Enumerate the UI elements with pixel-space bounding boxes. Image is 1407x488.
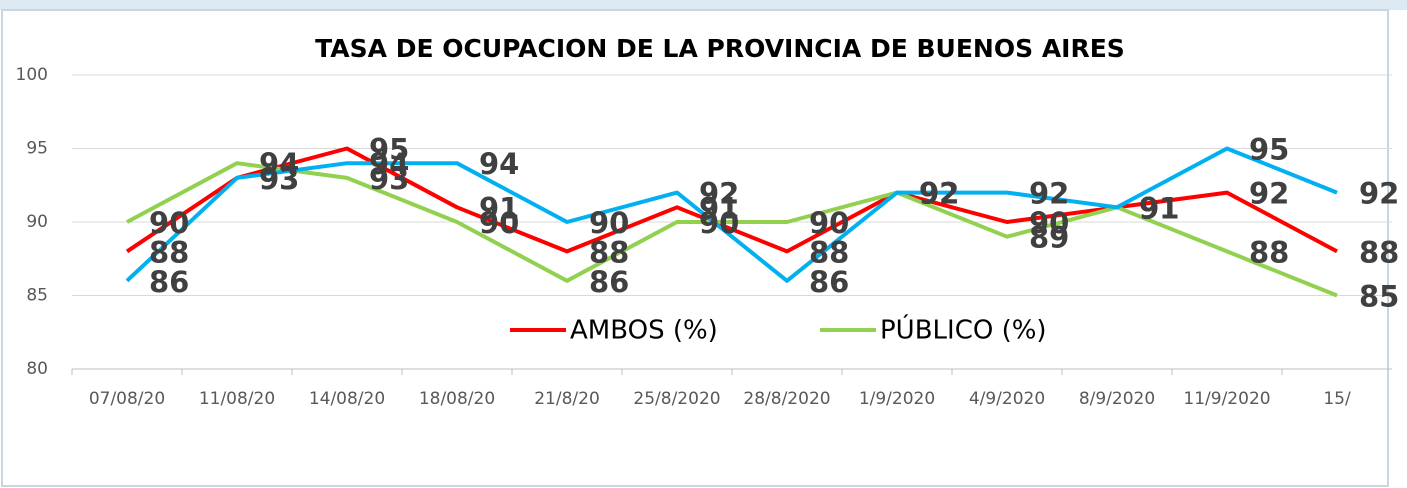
data-label: 90 <box>589 206 629 240</box>
data-label: 88 <box>1359 235 1399 269</box>
y-tick-label: 90 <box>26 212 48 232</box>
data-label: 90 <box>479 206 519 240</box>
data-label: 95 <box>369 133 409 167</box>
data-label: 92 <box>919 177 959 211</box>
x-tick-label: 18/08/20 <box>419 389 495 409</box>
x-tick-label: 8/9/2020 <box>1079 389 1155 409</box>
y-tick-label: 100 <box>16 65 48 85</box>
legend-label: PÚBLICO (%) <box>880 314 1047 346</box>
data-label: 86 <box>149 265 189 299</box>
x-tick-label: 14/08/20 <box>309 389 385 409</box>
data-label: 91 <box>699 191 739 225</box>
data-label: 90 <box>1029 206 1069 240</box>
x-tick-label: 07/08/20 <box>89 389 165 409</box>
x-tick-label: 11/08/20 <box>199 389 275 409</box>
data-label: 91 <box>1139 191 1179 225</box>
x-tick-label: 4/9/2020 <box>969 389 1045 409</box>
data-label: 88 <box>1249 235 1289 269</box>
data-label: 91 <box>479 191 519 225</box>
data-label: 93 <box>369 162 409 196</box>
series-line <box>125 146 1338 254</box>
top-strip <box>0 0 1407 10</box>
x-tick-label: 11/9/2020 <box>1183 389 1270 409</box>
data-label: 92 <box>1249 177 1289 211</box>
data-label: 89 <box>1029 221 1069 255</box>
x-tick-label: 15/ <box>1323 389 1351 409</box>
frame <box>1 9 1389 487</box>
data-label: 92 <box>919 177 959 211</box>
series-line <box>126 161 1338 298</box>
x-tick-label: 1/9/2020 <box>859 389 935 409</box>
data-label: 93 <box>259 162 299 196</box>
data-label: 93 <box>259 162 299 196</box>
data-label: 94 <box>369 147 409 181</box>
data-label: 86 <box>809 265 849 299</box>
data-label: 92 <box>1359 177 1399 211</box>
y-tick-label: 85 <box>26 286 48 306</box>
data-label: 94 <box>479 147 519 181</box>
data-label: 91 <box>1139 191 1179 225</box>
data-label: 92 <box>699 177 739 211</box>
data-label: 88 <box>589 235 629 269</box>
data-label: 95 <box>1249 133 1289 167</box>
data-label: 92 <box>919 177 959 211</box>
y-tick-label: 80 <box>26 359 48 379</box>
data-label: 85 <box>1359 280 1399 314</box>
data-label: 90 <box>699 206 739 240</box>
x-tick-label: 21/8/20 <box>534 389 600 409</box>
data-label: 90 <box>149 206 189 240</box>
data-label: 94 <box>259 147 299 181</box>
legend-label: AMBOS (%) <box>570 316 718 346</box>
data-label: 88 <box>149 235 189 269</box>
data-label: 88 <box>809 235 849 269</box>
data-label: 90 <box>809 206 849 240</box>
x-tick-label: 25/8/2020 <box>633 389 720 409</box>
x-tick-label: 28/8/2020 <box>743 389 830 409</box>
data-label: 92 <box>1029 177 1069 211</box>
series-line <box>125 146 1338 283</box>
y-tick-label: 95 <box>26 139 48 159</box>
data-label: 91 <box>1139 191 1179 225</box>
chart-title: TASA DE OCUPACION DE LA PROVINCIA DE BUE… <box>315 34 1125 63</box>
data-label: 86 <box>589 265 629 299</box>
